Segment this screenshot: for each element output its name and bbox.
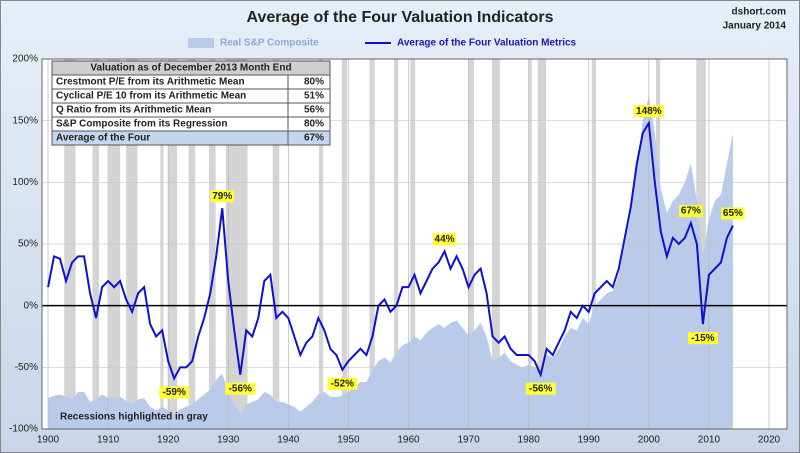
annotation: -52% xyxy=(331,378,354,389)
chart-title: Average of the Four Valuation Indicators xyxy=(246,9,553,26)
annotation-box xyxy=(327,377,358,390)
annotation-box xyxy=(679,205,703,218)
table-cell: 51% xyxy=(304,91,324,102)
x-tick-label: 1920 xyxy=(157,435,180,446)
date: January 2014 xyxy=(723,21,787,32)
annotation: -56% xyxy=(229,383,252,394)
annotation-box xyxy=(721,207,745,220)
y-tick-label: 150% xyxy=(12,115,38,126)
plot-border xyxy=(41,58,788,430)
annotation-box xyxy=(525,382,556,395)
legend-label: Average of the Four Valuation Metrics xyxy=(397,38,577,49)
x-tick-label: 1990 xyxy=(578,435,601,446)
y-tick-label: 50% xyxy=(18,239,38,250)
annotation-box xyxy=(159,386,190,399)
legend-swatch xyxy=(188,38,214,48)
y-tick-label: 100% xyxy=(12,177,38,188)
annotation: -59% xyxy=(162,387,185,398)
table-cell: 56% xyxy=(304,105,324,116)
table-cell: Average of the Four xyxy=(56,133,150,144)
x-tick-label: 1930 xyxy=(217,435,240,446)
y-tick-label: -50% xyxy=(15,362,38,373)
y-tick-label: 0% xyxy=(24,300,39,311)
y-tick-label: -100% xyxy=(9,424,38,435)
x-tick-label: 1940 xyxy=(277,435,300,446)
annotation: 67% xyxy=(681,206,701,217)
table-cell: 80% xyxy=(304,77,324,88)
table-cell: 80% xyxy=(304,119,324,130)
table-title: Valuation as of December 2013 Month End xyxy=(90,63,291,74)
source: dshort.com xyxy=(732,7,787,18)
table-cell: S&P Composite from its Regression xyxy=(56,119,228,130)
table-row xyxy=(51,130,331,146)
annotation: 148% xyxy=(636,106,662,117)
x-tick-label: 1970 xyxy=(457,435,480,446)
note: Recessions highlighted in gray xyxy=(60,412,208,423)
annotation-box xyxy=(687,332,718,345)
annotation: 44% xyxy=(435,234,455,245)
legend-label: Real S&P Composite xyxy=(220,38,319,49)
annotation-box xyxy=(210,190,234,203)
x-tick-label: 1960 xyxy=(397,435,420,446)
annotation: -56% xyxy=(529,383,552,394)
annotation-box xyxy=(225,382,256,395)
table-cell: 67% xyxy=(304,133,324,144)
table-cell: Q Ratio from its Arithmetic Mean xyxy=(56,105,211,116)
table-cell: Crestmont P/E from its Arithmetic Mean xyxy=(56,77,245,88)
x-tick-label: 2020 xyxy=(758,435,781,446)
x-tick-label: 2010 xyxy=(698,435,721,446)
annotation: 65% xyxy=(723,208,743,219)
x-tick-label: 1910 xyxy=(97,435,120,446)
x-tick-label: 2000 xyxy=(638,435,661,446)
y-tick-label: 200% xyxy=(12,54,38,65)
annotation-box xyxy=(633,105,664,118)
table-cell: Cyclical P/E 10 from its Arithmetic Mean xyxy=(56,91,246,102)
annotation-box xyxy=(432,233,457,246)
line xyxy=(47,120,734,381)
x-tick-label: 1950 xyxy=(337,435,360,446)
x-tick-label: 1900 xyxy=(37,435,60,446)
x-tick-label: 1980 xyxy=(518,435,541,446)
annotation: -15% xyxy=(691,333,714,344)
annotation: 79% xyxy=(212,191,232,202)
area xyxy=(48,96,733,429)
